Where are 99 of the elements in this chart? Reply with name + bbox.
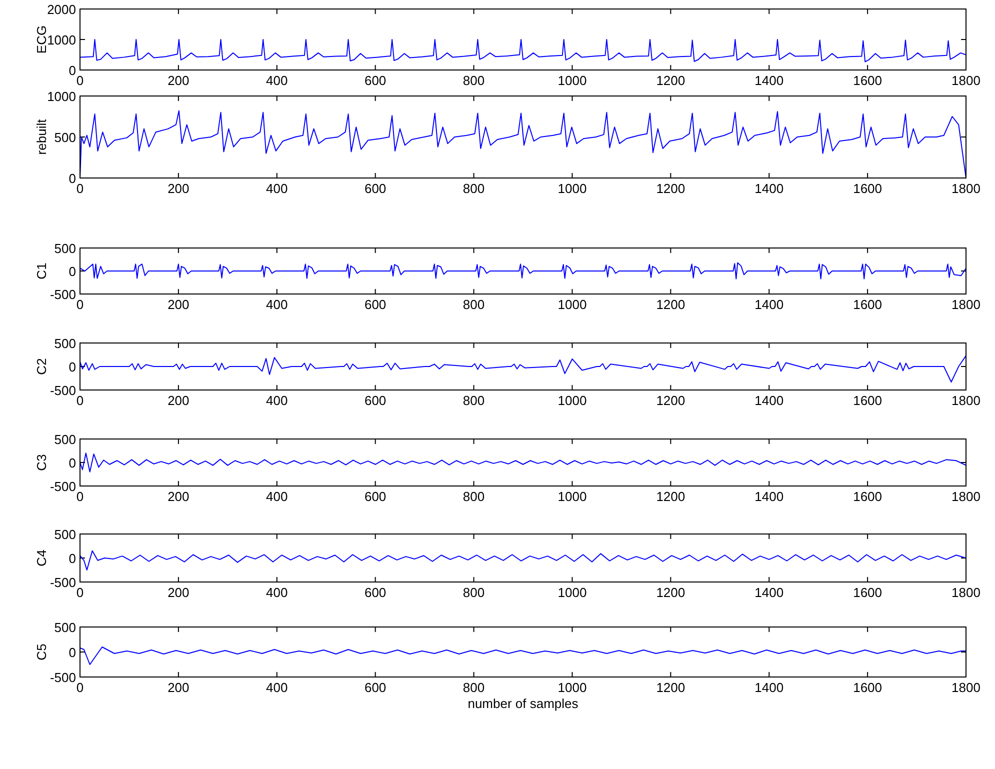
- y-axis-title: ECG: [34, 25, 49, 54]
- x-tick-label: 400: [266, 585, 288, 600]
- y-axis-title: C1: [34, 262, 49, 280]
- y-tick-label: 0: [68, 551, 76, 566]
- x-tick-label: 200: [168, 297, 190, 312]
- line-series: [80, 355, 966, 383]
- y-tick-label: 0: [68, 645, 76, 660]
- x-tick-label: 1400: [754, 73, 784, 88]
- x-tick-label: 1600: [853, 73, 882, 88]
- x-tick-label: 1200: [656, 585, 686, 600]
- x-tick-label: 1400: [754, 680, 784, 695]
- x-tick-label: 1800: [952, 73, 980, 88]
- x-tick-label: 200: [168, 181, 190, 196]
- y-tick-label: 0: [68, 456, 76, 470]
- x-tick-label: 200: [168, 585, 190, 600]
- x-tick-label: 400: [266, 680, 288, 695]
- y-tick-label: -500: [50, 575, 76, 590]
- x-tick-label: 1200: [656, 181, 686, 196]
- line-series: [80, 646, 966, 665]
- x-tick-label: 800: [462, 297, 485, 312]
- x-tick-label: 400: [266, 489, 288, 504]
- x-tick-label: 1400: [754, 585, 784, 600]
- y-axis-title: C3: [34, 454, 49, 471]
- x-tick-label: 1000: [558, 297, 587, 312]
- y-tick-label: -500: [50, 479, 76, 494]
- line-series: [80, 452, 966, 472]
- x-tick-label: 1800: [952, 297, 980, 312]
- x-tick-label: 200: [168, 393, 190, 408]
- x-tick-label: 800: [462, 585, 485, 600]
- x-tick-label: 1200: [656, 73, 686, 88]
- x-tick-label: 1600: [853, 297, 882, 312]
- x-tick-label: 1800: [952, 585, 980, 600]
- y-tick-label: 1000: [47, 89, 76, 104]
- x-tick-label: 1200: [656, 393, 686, 408]
- x-tick-label: 1600: [853, 181, 882, 196]
- x-tick-label: 800: [462, 73, 485, 88]
- y-tick-label: 0: [68, 360, 76, 374]
- line-series: [80, 39, 966, 62]
- y-axis-title: rebuilt: [34, 118, 49, 155]
- x-tick-label: 800: [462, 181, 485, 196]
- x-tick-label: 600: [364, 393, 386, 408]
- x-tick-label: 1600: [853, 393, 882, 408]
- x-tick-label: 1800: [952, 489, 980, 504]
- x-tick-label: 400: [266, 393, 288, 408]
- x-tick-label: 600: [364, 680, 386, 695]
- x-tick-label: 600: [364, 297, 386, 312]
- x-tick-label: 800: [462, 680, 485, 695]
- x-tick-label: 1000: [558, 73, 587, 88]
- x-tick-label: 1600: [853, 489, 882, 504]
- x-tick-label: 600: [364, 73, 386, 88]
- x-tick-label: 1200: [656, 297, 686, 312]
- x-tick-label: 800: [462, 393, 485, 408]
- x-tick-label: 400: [266, 297, 288, 312]
- x-tick-label: 400: [266, 181, 288, 196]
- y-tick-label: 500: [54, 241, 76, 256]
- line-series: [80, 262, 966, 280]
- y-tick-label: 500: [54, 130, 76, 145]
- x-tick-label: 1400: [754, 297, 784, 312]
- y-tick-label: 0: [68, 171, 76, 186]
- x-tick-label: 200: [168, 489, 190, 504]
- x-tick-label: 600: [364, 585, 386, 600]
- x-tick-label: 1200: [656, 680, 686, 695]
- y-tick-label: -500: [50, 287, 76, 302]
- x-tick-label: 200: [168, 680, 190, 695]
- y-tick-label: 2000: [47, 2, 76, 17]
- x-tick-label: 1400: [754, 181, 784, 196]
- y-tick-label: 0: [68, 264, 76, 279]
- x-tick-label: 1600: [853, 680, 882, 695]
- x-tick-label: 600: [364, 489, 386, 504]
- x-tick-label: 1400: [754, 393, 784, 408]
- y-tick-label: 500: [54, 432, 76, 447]
- y-axis-title: C4: [34, 550, 49, 566]
- x-tick-label: 1400: [754, 489, 784, 504]
- x-tick-label: 1600: [853, 585, 882, 600]
- x-tick-label: 1000: [558, 393, 587, 408]
- y-tick-label: -500: [50, 670, 76, 685]
- y-tick-label: 1000: [47, 32, 76, 48]
- x-tick-label: 1000: [558, 585, 587, 600]
- x-tick-label: 600: [364, 181, 386, 196]
- x-tick-label: 1800: [952, 680, 980, 695]
- x-tick-label: 200: [168, 73, 190, 88]
- x-axis-title: number of samples: [468, 696, 579, 711]
- x-tick-label: 1000: [558, 181, 587, 196]
- y-tick-label: 500: [54, 527, 76, 542]
- x-tick-label: 1000: [558, 680, 587, 695]
- y-axis-title: C5: [34, 644, 49, 660]
- x-tick-label: 1200: [656, 489, 686, 504]
- x-tick-label: 1000: [558, 489, 587, 504]
- line-series: [80, 550, 966, 570]
- y-tick-label: 0: [68, 63, 76, 78]
- y-axis-title: C2: [34, 358, 49, 375]
- x-tick-label: 1800: [952, 181, 980, 196]
- x-tick-label: 800: [462, 489, 485, 504]
- y-tick-label: 500: [54, 620, 76, 635]
- x-tick-label: 400: [266, 73, 288, 88]
- line-series: [80, 110, 966, 178]
- y-tick-label: -500: [50, 383, 76, 398]
- y-tick-label: 500: [54, 336, 76, 351]
- x-tick-label: 1800: [952, 393, 980, 408]
